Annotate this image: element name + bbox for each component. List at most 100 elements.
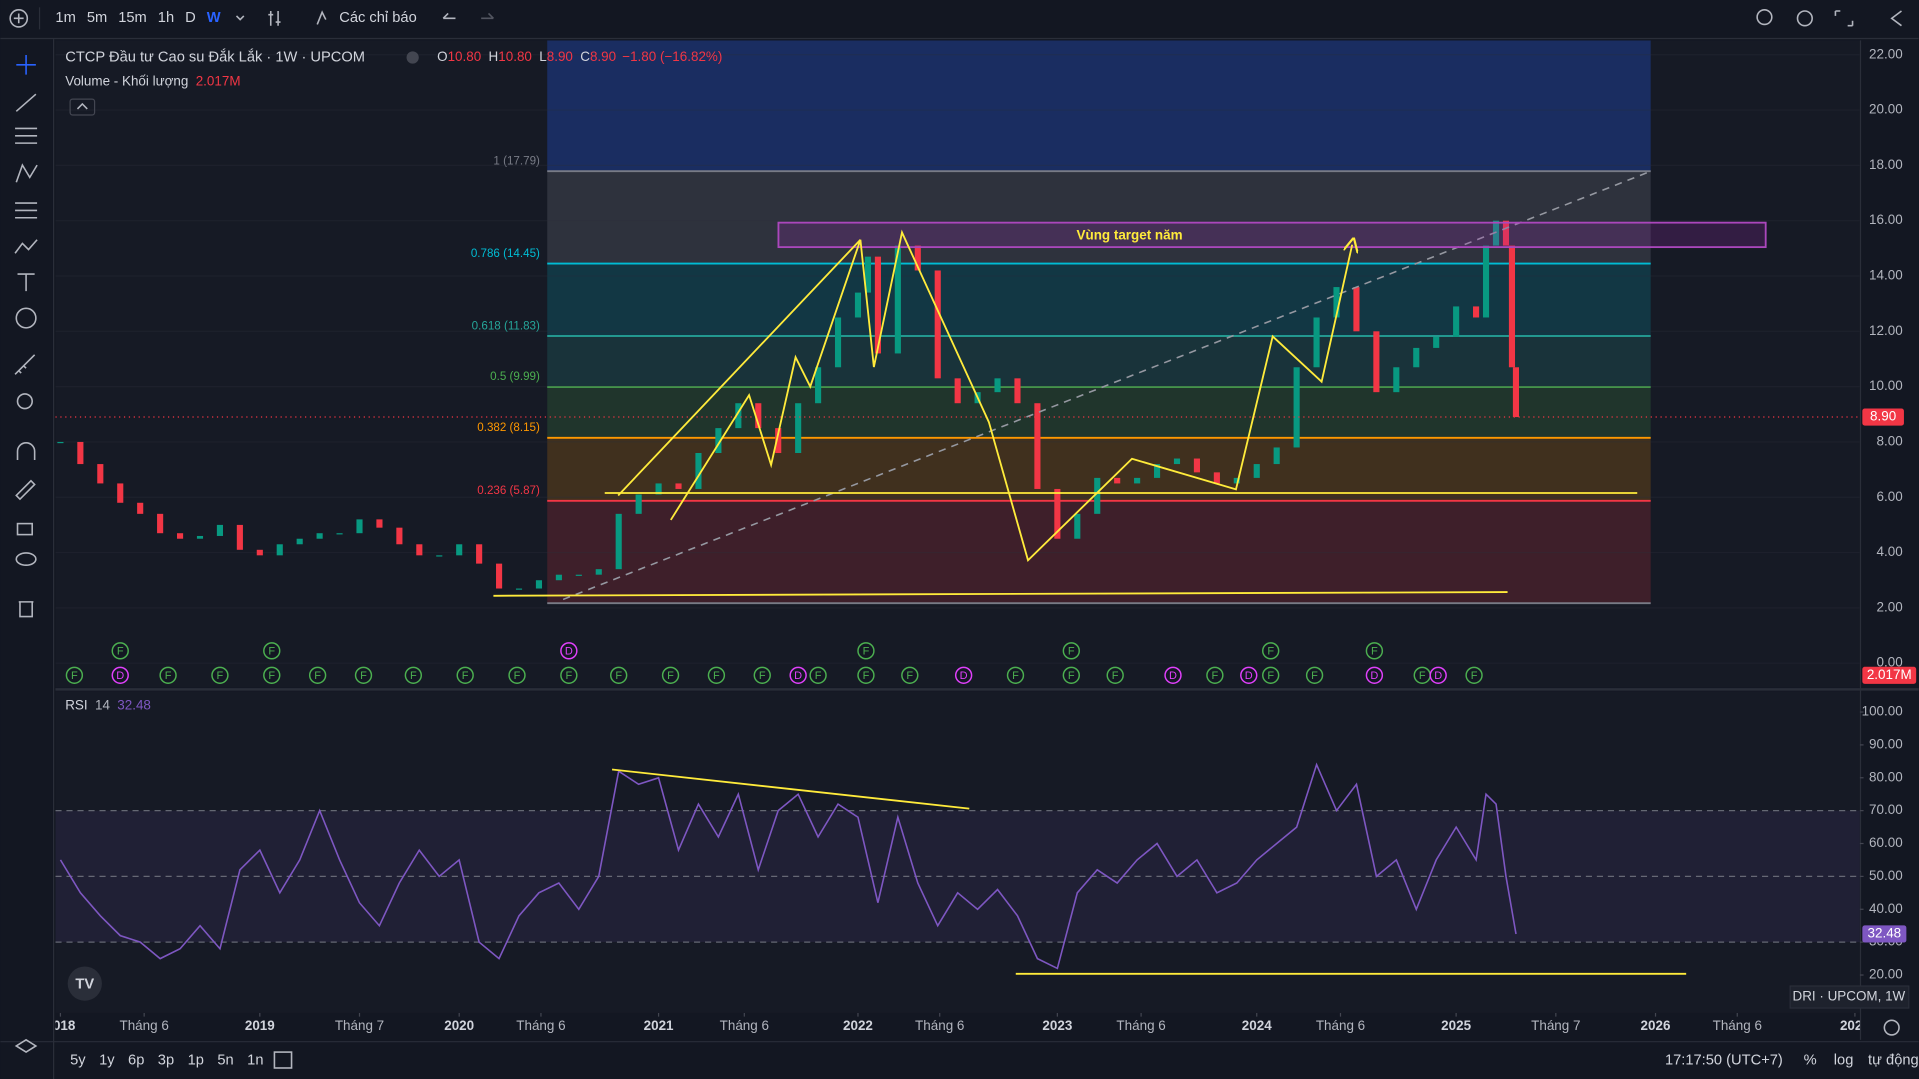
pattern-tool[interactable] xyxy=(15,163,38,183)
collapse-button[interactable] xyxy=(69,98,96,116)
auto-toggle[interactable]: tự động xyxy=(1868,1053,1919,1069)
event-marker[interactable] xyxy=(809,666,827,684)
event-marker[interactable] xyxy=(954,666,973,684)
indicators-button[interactable]: Các chỉ báo xyxy=(339,10,416,26)
candle xyxy=(1094,477,1101,514)
range-button[interactable]: 1p xyxy=(188,1053,204,1069)
fullscreen-icon[interactable] xyxy=(1834,10,1854,27)
event-marker[interactable] xyxy=(1240,666,1258,684)
settings-icon[interactable] xyxy=(1796,10,1813,27)
event-label: D xyxy=(116,670,124,682)
event-marker[interactable] xyxy=(707,666,726,684)
candle xyxy=(874,256,881,354)
search-icon[interactable] xyxy=(1756,8,1773,26)
brush-tool[interactable] xyxy=(14,239,38,254)
event-marker[interactable] xyxy=(308,666,327,684)
interval-button[interactable]: D xyxy=(185,10,196,26)
add-symbol-icon[interactable] xyxy=(9,8,29,28)
event-marker[interactable] xyxy=(753,666,771,684)
event-marker[interactable] xyxy=(65,666,84,684)
event-marker[interactable] xyxy=(1262,666,1280,684)
event-marker[interactable] xyxy=(1365,642,1384,660)
candle xyxy=(1502,220,1510,246)
stay-drawing-tool[interactable] xyxy=(15,479,36,501)
delete-tool[interactable] xyxy=(18,601,34,618)
magnet-tool[interactable] xyxy=(16,442,36,460)
x-tick-label: Tháng 6 xyxy=(120,1018,169,1033)
event-marker[interactable] xyxy=(901,666,919,684)
event-marker[interactable] xyxy=(263,666,281,684)
event-marker[interactable] xyxy=(789,666,807,684)
event-marker[interactable] xyxy=(1365,666,1384,684)
event-marker[interactable] xyxy=(560,642,578,660)
interval-dropdown[interactable] xyxy=(235,15,245,21)
ruler-tool[interactable] xyxy=(14,354,36,375)
text-tool[interactable] xyxy=(17,273,35,292)
event-marker[interactable] xyxy=(857,666,875,684)
percent-toggle[interactable]: % xyxy=(1804,1053,1817,1069)
range-button[interactable]: 1y xyxy=(99,1053,115,1069)
y-tick-label: 0.00 xyxy=(1877,655,1903,670)
event-marker[interactable] xyxy=(1062,666,1081,684)
trendline-tool[interactable] xyxy=(15,93,37,112)
event-marker[interactable] xyxy=(661,666,680,684)
event-marker[interactable] xyxy=(1262,642,1280,660)
range-button[interactable]: 1n xyxy=(247,1053,263,1069)
candle xyxy=(755,403,762,429)
range-button[interactable]: 5n xyxy=(217,1053,233,1069)
interval-button[interactable]: 5m xyxy=(87,10,107,26)
zoom-tool[interactable] xyxy=(16,393,33,410)
ohlc-value: 8.90 xyxy=(547,49,573,64)
chart-type-icon[interactable] xyxy=(268,11,281,26)
interval-button[interactable]: 1h xyxy=(158,10,174,26)
candle xyxy=(356,519,363,534)
event-marker[interactable] xyxy=(508,666,526,684)
candle xyxy=(1134,477,1141,484)
range-button[interactable]: 5y xyxy=(70,1053,86,1069)
interval-button[interactable]: 1m xyxy=(55,10,75,26)
hide-tool[interactable] xyxy=(15,552,37,566)
event-marker[interactable] xyxy=(263,642,281,660)
event-marker[interactable] xyxy=(159,666,177,684)
event-marker[interactable] xyxy=(1305,666,1324,684)
event-marker[interactable] xyxy=(1062,642,1081,660)
event-marker[interactable] xyxy=(404,666,423,684)
range-button[interactable]: 6p xyxy=(128,1053,144,1069)
event-marker[interactable] xyxy=(354,666,373,684)
interval-button[interactable]: 15m xyxy=(118,10,147,26)
forecast-tool[interactable] xyxy=(15,202,38,219)
undo-icon[interactable] xyxy=(442,12,456,20)
event-marker[interactable] xyxy=(1006,666,1025,684)
x-tick-label: 2023 xyxy=(1042,1018,1072,1033)
range-button[interactable]: 3p xyxy=(158,1053,174,1069)
icon-tool[interactable] xyxy=(15,307,37,329)
candle xyxy=(196,535,204,539)
event-marker[interactable] xyxy=(1206,666,1224,684)
events: F D F F F F F F F F F F F F F D F F F D F F F D F D F F D F D FF F D F F F F xyxy=(65,642,1483,684)
event-marker[interactable] xyxy=(111,642,129,660)
event-label: D xyxy=(565,645,573,657)
share-icon[interactable] xyxy=(1890,10,1902,27)
event-marker[interactable] xyxy=(1465,666,1483,684)
event-marker[interactable] xyxy=(211,666,229,684)
lock-tool[interactable] xyxy=(16,522,33,536)
event-marker[interactable] xyxy=(857,642,875,660)
event-marker[interactable] xyxy=(1429,666,1447,684)
crosshair-tool[interactable] xyxy=(16,55,36,75)
event-marker[interactable] xyxy=(610,666,628,684)
object-tree[interactable] xyxy=(14,1038,38,1054)
event-marker[interactable] xyxy=(1106,666,1124,684)
axis-settings[interactable] xyxy=(1883,1019,1900,1036)
event-marker[interactable] xyxy=(456,666,474,684)
goto-date-icon[interactable] xyxy=(273,1051,293,1069)
event-marker[interactable] xyxy=(111,666,129,684)
log-toggle[interactable]: log xyxy=(1834,1053,1854,1069)
candle xyxy=(1153,464,1161,478)
fib-band xyxy=(547,40,1651,172)
fib-tool[interactable] xyxy=(15,127,38,144)
interval-button[interactable]: W xyxy=(207,10,221,26)
y-tick-label: 90.00 xyxy=(1869,736,1903,751)
redo-icon[interactable] xyxy=(481,12,494,20)
event-marker[interactable] xyxy=(1164,666,1182,684)
event-marker[interactable] xyxy=(560,666,578,684)
